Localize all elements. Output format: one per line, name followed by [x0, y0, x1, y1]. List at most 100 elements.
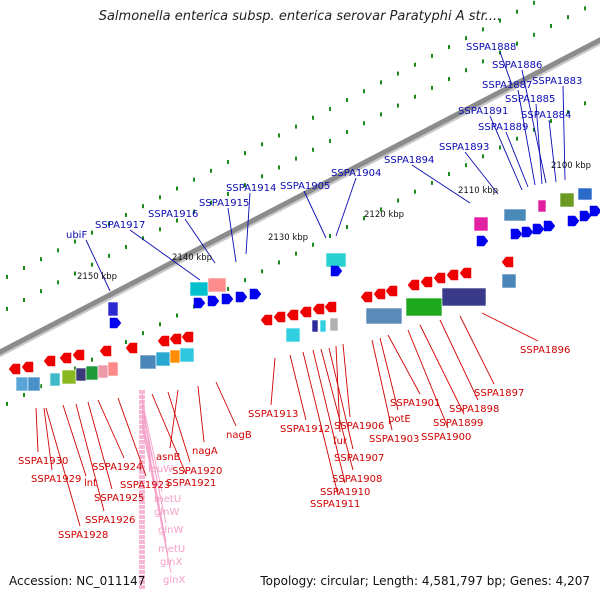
cog-box [537, 199, 547, 213]
backbone-line [0, 37, 600, 355]
reverse-gene-label: SSPA1908 [332, 474, 382, 485]
backbone-shadow [0, 40, 600, 358]
cog-feature-boxes [15, 187, 593, 589]
tick-mark-inner [533, 127, 535, 132]
rna-block [139, 450, 145, 454]
forward-gene-label-leader [227, 207, 237, 263]
reverse-gene-label: SSPA1923 [120, 480, 170, 491]
tick-mark-inner [227, 286, 229, 291]
reverse-gene-label: SSPA1901 [390, 398, 440, 409]
forward-gene-label: SSPA1915 [199, 198, 249, 209]
cog-box [503, 208, 527, 222]
tick-mark-outer2 [482, 27, 484, 32]
gene-reverse [312, 303, 325, 315]
tick-mark-inner [23, 393, 25, 398]
tick-mark-inner [142, 331, 144, 336]
cog-box [577, 187, 593, 201]
rna-block [139, 390, 145, 394]
gene-reverse [72, 349, 85, 361]
tick-mark-outer [312, 147, 314, 152]
tick-mark-outer2 [40, 257, 42, 262]
tick-mark-outer2 [108, 221, 110, 226]
reverse-gene-label-leader [75, 403, 105, 512]
tick-mark-outer [414, 94, 416, 99]
reverse-gene-label: SSPA1897 [474, 388, 524, 399]
cog-box [325, 252, 347, 268]
reverse-gene-label-leader [342, 343, 351, 418]
tick-mark-inner [346, 225, 348, 230]
tick-mark-outer2 [397, 71, 399, 76]
rna-block [139, 515, 145, 519]
tick-mark-inner [329, 233, 331, 238]
gene-forward [579, 210, 592, 222]
cog-box [207, 277, 227, 293]
reverse-gene-label: SSPA1930 [18, 456, 68, 467]
reverse-gene-label-leader [215, 381, 237, 427]
forward-gene-label-leader [464, 151, 499, 195]
rna-block [139, 505, 145, 509]
reverse-gene-label: fur [333, 436, 348, 447]
forward-gene-label: ubiF [66, 230, 87, 241]
gene-forward [235, 291, 248, 303]
tick-mark-outer2 [91, 230, 93, 235]
tick-mark-outer [550, 24, 552, 28]
gene-reverse [360, 291, 373, 303]
reverse-gene-label-leader [481, 312, 539, 342]
cog-box [329, 317, 339, 332]
tick-mark-inner [74, 366, 76, 371]
reverse-gene-label-leader [312, 349, 346, 484]
reverse-gene-label-leader [320, 348, 354, 471]
reverse-gene-label: SSPA1898 [449, 404, 499, 415]
forward-gene-label-leader [129, 229, 201, 281]
rna-gene-label: glnW [158, 525, 183, 536]
cog-box [285, 327, 301, 343]
gene-forward [109, 317, 122, 329]
gene-reverse [59, 352, 72, 364]
rna-gene-label: glnW [154, 507, 179, 518]
rna-block [139, 530, 145, 534]
gene-reverse [157, 335, 170, 347]
tick-mark-inner [584, 101, 586, 106]
tick-marks [6, 0, 586, 406]
scale-label: 2110 kbp [458, 186, 498, 196]
reverse-gene-label: SSPA1924 [92, 462, 142, 473]
rna-block [139, 465, 145, 469]
tick-mark-outer2 [295, 124, 297, 129]
rna-block [139, 585, 145, 589]
rna-block [139, 570, 145, 574]
tick-mark-inner [431, 180, 433, 185]
scale-label: 2150 kbp [77, 272, 117, 282]
scale-label: 2130 kbp [268, 233, 308, 243]
tick-mark-outer2 [159, 195, 161, 200]
reverse-gene-label-leader [289, 354, 307, 421]
topology-text: Topology: circular; Length: 4,581,797 bp… [260, 574, 590, 588]
tick-mark-inner [397, 198, 399, 203]
forward-gene-label: SSPA1904 [331, 168, 381, 179]
cog-box [15, 376, 29, 392]
gene-forward [532, 223, 545, 235]
forward-gene-label-leader [245, 192, 251, 255]
label-leader-lines [35, 51, 566, 574]
gene-forward [207, 295, 220, 307]
tick-mark-inner [550, 119, 552, 123]
tick-mark-outer [210, 200, 212, 205]
reverse-gene-label: SSPA1929 [31, 474, 81, 485]
gene-reverse [43, 355, 56, 367]
scale-labels: 2150 kbp 2140 kbp 2130 kbp 2120 kbp 2110 kbp… [77, 161, 591, 282]
tick-mark-outer2 [278, 133, 280, 138]
rna-block [139, 500, 145, 504]
tick-mark-outer [261, 174, 263, 179]
tick-mark-outer [125, 245, 127, 249]
tick-mark-inner [499, 145, 501, 150]
rna-block [139, 440, 145, 444]
gene-reverse [21, 361, 34, 373]
tick-mark-outer2 [380, 80, 382, 85]
reverse-gene-label-leader [379, 337, 399, 411]
reverse-gene-label-leader [35, 407, 39, 453]
gene-reverse [181, 331, 194, 343]
forward-gene-label-leader [521, 69, 547, 184]
tick-mark-inner [261, 269, 263, 274]
scale-label: 2140 kbp [172, 253, 212, 263]
cog-box [319, 319, 327, 333]
gene-forward [567, 215, 580, 227]
